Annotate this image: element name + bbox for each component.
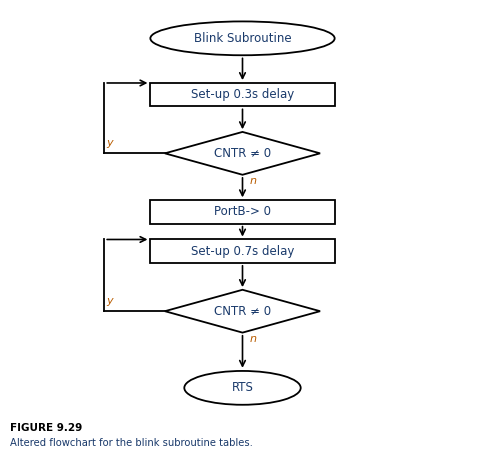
Text: FIGURE 9.29: FIGURE 9.29: [10, 423, 82, 433]
Text: n: n: [249, 176, 256, 186]
Text: Set-up 0.7s delay: Set-up 0.7s delay: [190, 245, 294, 258]
Bar: [150, 239, 334, 263]
Text: n: n: [249, 334, 256, 344]
Bar: [150, 83, 334, 106]
Text: y: y: [106, 296, 112, 306]
Text: CNTR ≠ 0: CNTR ≠ 0: [213, 305, 271, 318]
Text: Set-up 0.3s delay: Set-up 0.3s delay: [191, 88, 293, 101]
Text: Blink Subroutine: Blink Subroutine: [193, 32, 291, 45]
Text: Altered flowchart for the blink subroutine tables.: Altered flowchart for the blink subrouti…: [10, 438, 252, 448]
Text: PortB-> 0: PortB-> 0: [213, 206, 271, 218]
Text: CNTR ≠ 0: CNTR ≠ 0: [213, 147, 271, 160]
Text: RTS: RTS: [231, 382, 253, 394]
Text: y: y: [106, 138, 112, 148]
Bar: [150, 200, 334, 224]
